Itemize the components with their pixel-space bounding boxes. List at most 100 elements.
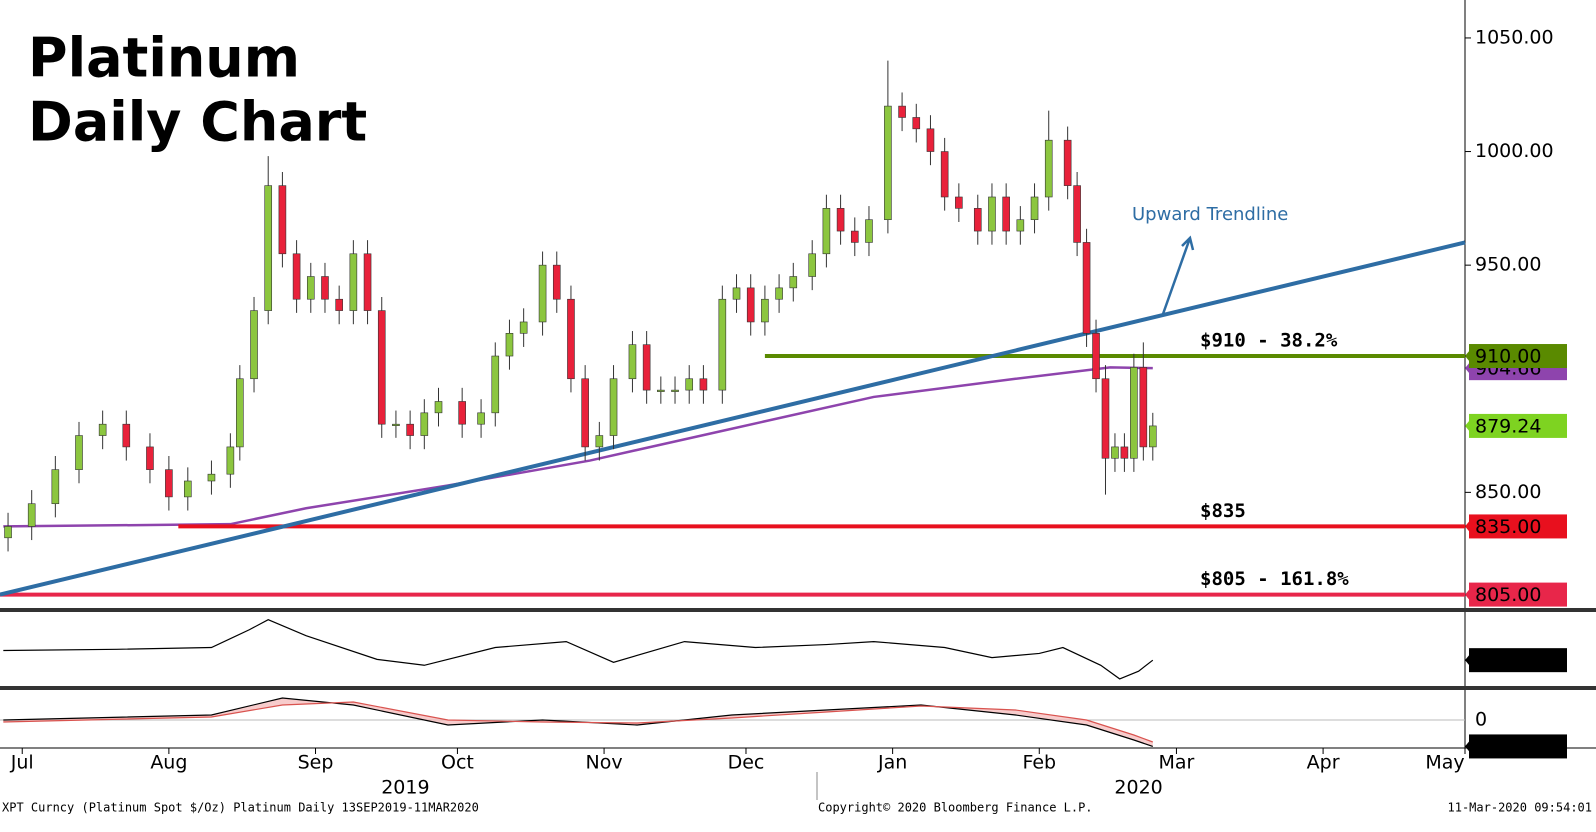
candle-body (321, 276, 329, 300)
footer-left: XPT Curncy (Platinum Spot $/Oz) Platinum… (2, 801, 479, 815)
price-box (1469, 582, 1567, 607)
moving-average (3, 366, 1153, 528)
candle-body (884, 105, 892, 221)
candle-body (850, 230, 859, 243)
candle-body (278, 185, 287, 255)
candle-body (1044, 139, 1053, 198)
candle-body (628, 344, 637, 380)
candle-body (1120, 446, 1129, 459)
candle-body (1111, 446, 1119, 459)
chart-title: Platinum (28, 27, 300, 90)
candle-body (671, 389, 679, 392)
candle-body (642, 344, 651, 391)
candle-body (27, 503, 36, 527)
chart-title: Daily Chart (28, 91, 367, 154)
candle-body (746, 287, 755, 323)
candle-body (973, 208, 982, 232)
indicator-line (3, 701, 1153, 743)
candle-body (1092, 333, 1100, 380)
x-tick-label: Aug (150, 752, 187, 774)
candle-body (122, 423, 131, 448)
y-tick-label: 0 (1475, 709, 1487, 731)
candle-body (912, 117, 921, 130)
x-tick-label: Dec (728, 752, 765, 774)
price-box (1469, 344, 1567, 369)
candle-body (657, 389, 665, 392)
candle-body (207, 473, 216, 482)
candle-body (458, 401, 466, 425)
candle-body (552, 264, 561, 300)
oscillator-line (3, 619, 1154, 680)
price-box-label: -26.429 (1475, 736, 1548, 758)
y-tick-label: 1000.00 (1475, 140, 1554, 162)
price-box (1469, 648, 1567, 673)
candle-body (1130, 367, 1138, 459)
candle-body (4, 526, 12, 539)
y-tick-label: 950.00 (1475, 254, 1541, 276)
candle-body (519, 321, 528, 334)
price-box-pointer (1465, 588, 1470, 601)
candle-body (926, 128, 935, 152)
candle-body (51, 469, 60, 505)
candle-body (292, 253, 301, 300)
candle-body (165, 469, 173, 498)
trendline-label: Upward Trendline (1132, 204, 1288, 225)
price-box (1469, 514, 1567, 539)
candle-body (988, 196, 996, 232)
candle-body (775, 287, 783, 300)
price-box-pointer (1465, 419, 1470, 432)
candle-body (406, 423, 414, 436)
candle-body (183, 480, 192, 498)
x-tick-label: Apr (1307, 752, 1340, 774)
candle-body (822, 208, 831, 255)
candle-body (226, 446, 235, 475)
price-box (1469, 413, 1567, 438)
x-tick-label: Feb (1022, 752, 1056, 774)
candle-body (477, 412, 485, 425)
candle-body (685, 378, 694, 391)
price-box-pointer (1465, 362, 1470, 375)
candle-body (898, 105, 906, 118)
price-box-pointer (1465, 654, 1470, 667)
price-box-label: 805.00 (1475, 584, 1541, 606)
candle-body (1148, 425, 1157, 448)
candle-body (250, 310, 258, 380)
candle-body (434, 401, 443, 414)
candle-body (335, 298, 343, 311)
x-tick-label: Jul (10, 752, 34, 774)
level-annotation: $835 (1200, 500, 1246, 522)
candle-body (1030, 196, 1039, 221)
y-tick-label: 850.00 (1475, 481, 1541, 503)
level-annotation: $805 - 161.8% (1200, 568, 1349, 590)
candle-body (1139, 367, 1148, 448)
x-tick-label: Oct (441, 752, 474, 774)
candle-body (98, 423, 107, 436)
candle-body (609, 378, 618, 436)
candle-body (789, 276, 798, 289)
candle-body (1073, 185, 1081, 243)
candle-body (1016, 219, 1025, 232)
candle-body (1063, 139, 1072, 186)
price-box-label: 835.00 (1475, 516, 1541, 538)
candle-body (491, 355, 500, 414)
x-tick-label: Sep (298, 752, 334, 774)
x-tick-label: Jan (877, 752, 907, 774)
x-tick-label: Nov (586, 752, 623, 774)
candle-body (581, 378, 589, 448)
candle-body (718, 298, 727, 391)
candle-body (538, 264, 547, 323)
price-box-label: 879.24 (1475, 415, 1541, 437)
candle-body (306, 276, 315, 300)
trendline (0, 240, 1466, 597)
candle-body (1101, 378, 1110, 459)
y-tick-label: 1050.00 (1475, 26, 1554, 48)
footer-center: Copyright© 2020 Bloomberg Finance L.P. (818, 801, 1093, 815)
year-label: 2019 (381, 777, 429, 799)
panel-separator (0, 686, 1596, 690)
candle-body (699, 378, 708, 391)
candle-body (1082, 242, 1091, 334)
panel-separator (0, 608, 1596, 612)
price-box-pointer (1465, 350, 1470, 363)
level-annotation: $910 - 38.2% (1200, 330, 1338, 352)
price-box-label: -2.6355 (1475, 650, 1548, 672)
